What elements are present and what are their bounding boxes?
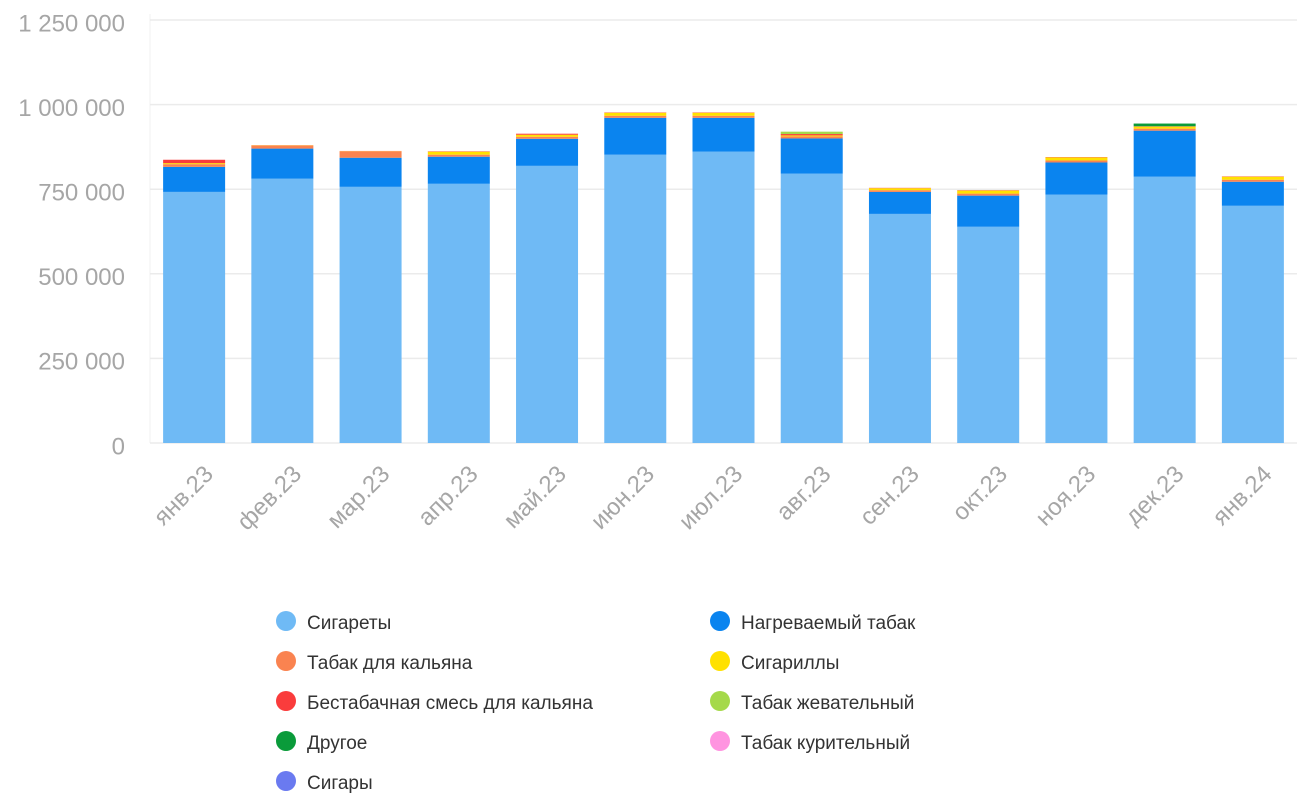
y-tick-label: 750 000: [38, 180, 125, 207]
x-tick-label: апр.23: [413, 461, 484, 532]
bar-segment: [516, 136, 579, 139]
bar-segment: [427, 151, 490, 155]
y-tick-label: 500 000: [38, 264, 125, 291]
bar-segment: [780, 131, 843, 135]
x-tick-label: янв.23: [149, 461, 219, 531]
bar-segment: [163, 164, 226, 167]
bar-segment: [251, 148, 314, 179]
x-tick-label: дек.23: [1120, 461, 1189, 530]
bar-segment: [957, 190, 1020, 194]
x-tick-label: ноя.23: [1030, 461, 1101, 532]
bar-segment: [957, 195, 1020, 227]
bar-segment: [604, 154, 667, 443]
x-tick-label: окт.23: [947, 461, 1013, 527]
bar-segment: [780, 138, 843, 174]
legend-marker: [276, 731, 296, 751]
x-tick-label: янв.24: [1207, 461, 1277, 531]
bar-segment: [516, 133, 579, 135]
legend-label: Табак жевательный: [741, 693, 914, 714]
bar-segment: [604, 117, 667, 155]
bar-segment: [1133, 128, 1196, 131]
bar-segment: [957, 193, 1020, 196]
bar-segment: [1221, 179, 1284, 182]
y-tick-label: 1 250 000: [18, 10, 125, 37]
bar-segment: [1221, 205, 1284, 443]
bar-segment: [1133, 176, 1196, 443]
bar-segment: [692, 117, 755, 152]
bar-segment: [339, 157, 402, 187]
bar-segment: [780, 135, 843, 137]
bar-segment: [604, 112, 667, 116]
bar-segment: [1133, 130, 1196, 177]
bar-segment: [163, 166, 226, 192]
legend-marker: [276, 771, 296, 791]
x-tick-label: мар.23: [322, 461, 395, 534]
bar-segment: [163, 159, 226, 164]
bar-segment: [868, 188, 931, 191]
bar-segment: [251, 178, 314, 443]
bar-segment: [1045, 160, 1108, 163]
legend-marker: [276, 651, 296, 671]
bar-segment: [604, 115, 667, 118]
bar-segment: [427, 156, 490, 184]
legend-marker: [710, 611, 730, 631]
bar-segment: [692, 112, 755, 116]
legend-marker: [710, 691, 730, 711]
y-tick-label: 0: [112, 433, 125, 460]
y-tick-label: 1 000 000: [18, 95, 125, 122]
bar-segment: [1133, 123, 1196, 127]
bar-segment: [516, 138, 579, 166]
legend-label: Сигары: [307, 773, 373, 794]
bar-segment: [957, 226, 1020, 443]
legend-marker: [276, 611, 296, 631]
x-tick-label: июл.23: [674, 461, 748, 535]
x-tick-label: сен.23: [855, 461, 925, 531]
bar-segment: [427, 154, 490, 157]
bar-segment: [692, 151, 755, 443]
bar-segment: [427, 183, 490, 444]
bar-segment: [516, 134, 579, 137]
legend-label: Нагреваемый табак: [741, 613, 916, 634]
bar-segment: [780, 136, 843, 139]
legend-marker: [710, 731, 730, 751]
x-tick-label: июн.23: [586, 461, 660, 535]
legend-label: Табак курительный: [741, 733, 910, 754]
bar-segment: [339, 186, 402, 443]
bar-segment: [868, 190, 931, 192]
bar-segment: [1045, 162, 1108, 195]
bar-segment: [868, 213, 931, 443]
legend-marker: [276, 691, 296, 711]
x-tick-label: авг.23: [771, 461, 836, 526]
bar-segment: [339, 151, 402, 158]
legend-label: Табак для кальяна: [307, 653, 473, 674]
bar-segment: [692, 115, 755, 118]
x-tick-label: фев.23: [232, 461, 307, 536]
legend-label: Бестабачная смесь для кальяна: [307, 693, 593, 714]
bar-segment: [1045, 157, 1108, 161]
bar-segment: [1045, 194, 1108, 443]
x-tick-label: май.23: [498, 461, 571, 534]
bar-segment: [163, 191, 226, 443]
y-tick-label: 250 000: [38, 349, 125, 376]
bar-segment: [780, 173, 843, 443]
legend-label: Сигариллы: [741, 653, 839, 674]
bar-segment: [1221, 176, 1284, 180]
bar-segment: [780, 134, 843, 136]
bar-segment: [516, 165, 579, 443]
bar-segment: [1221, 181, 1284, 206]
bar-segment: [1133, 126, 1196, 129]
legend-label: Другое: [307, 733, 367, 754]
legend-marker: [710, 651, 730, 671]
bar-segment: [163, 163, 226, 165]
legend-label: Сигареты: [307, 613, 391, 634]
bar-segment: [868, 191, 931, 214]
bar-segment: [251, 145, 314, 149]
